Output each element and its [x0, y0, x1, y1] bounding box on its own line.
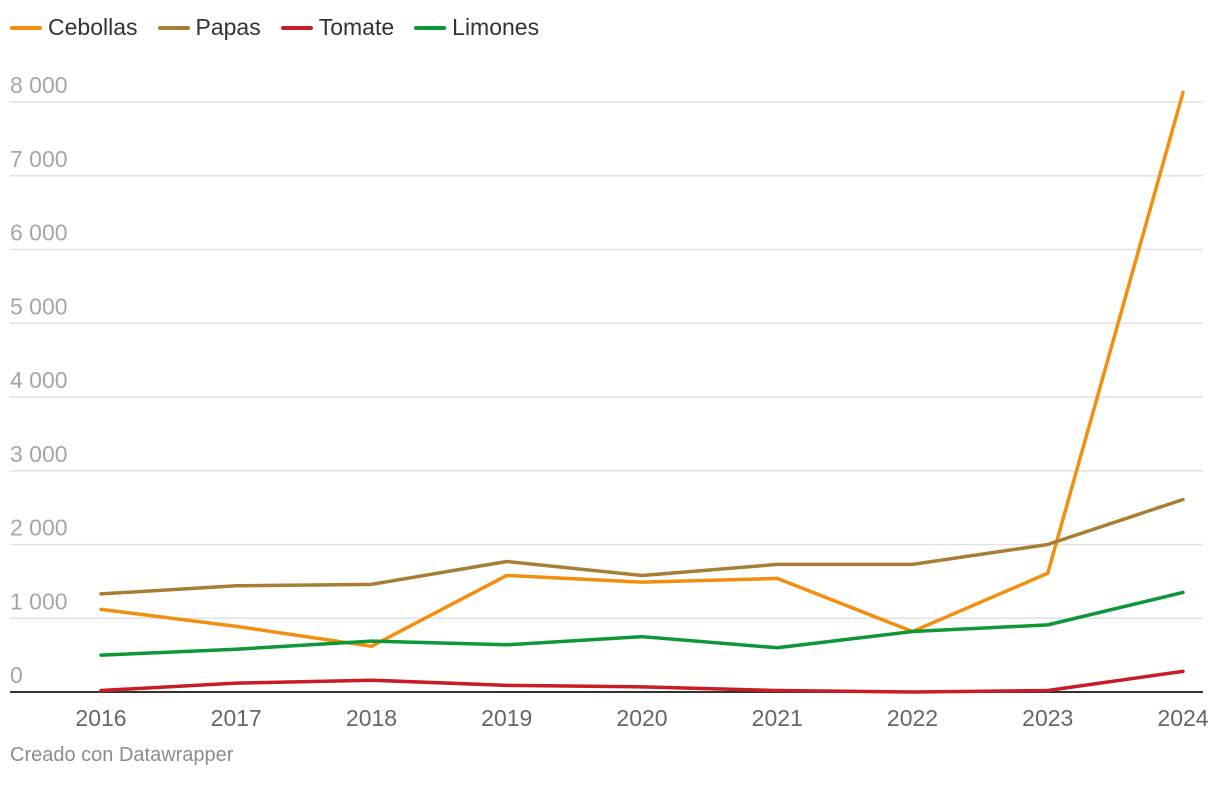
x-tick-label: 2023: [1022, 705, 1073, 731]
series-line-papas: [99, 497, 1185, 596]
legend-swatch: [10, 25, 42, 30]
legend-label: Cebollas: [48, 14, 138, 40]
legend-item-limones: Limones: [414, 14, 539, 41]
y-tick-label: 4 000: [10, 367, 68, 393]
legend-item-tomate: Tomate: [280, 14, 395, 41]
chart-legend: Cebollas Papas Tomate Limones: [10, 14, 539, 41]
y-tick-label: 7 000: [10, 146, 68, 172]
series-line-cebollas: [99, 90, 1185, 649]
y-tick-label: 3 000: [10, 441, 68, 467]
legend-swatch: [157, 25, 190, 30]
x-tick-label: 2017: [211, 705, 262, 731]
y-tick-label: 8 000: [10, 72, 68, 98]
legend-label: Papas: [195, 14, 261, 40]
y-tick-label: 1 000: [10, 588, 68, 614]
x-tick-label: 2024: [1157, 705, 1208, 731]
legend-swatch: [280, 25, 313, 30]
legend-item-cebollas: Cebollas: [10, 14, 138, 41]
x-tick-label: 2016: [75, 705, 126, 731]
y-tick-label: 0: [10, 662, 23, 688]
y-tick-label: 5 000: [10, 293, 68, 319]
legend-label: Tomate: [318, 14, 395, 40]
x-tick-label: 2021: [752, 705, 803, 731]
legend-label: Limones: [452, 14, 540, 40]
y-tick-label: 6 000: [10, 220, 68, 246]
line-chart: 0 1 000 2 000 3 000 4 000 5 000 6 000 7 000 8 00…: [10, 72, 1209, 731]
legend-swatch: [414, 25, 447, 30]
credit-text: Creado con Datawrapper: [10, 744, 234, 766]
x-tick-label: 2019: [481, 705, 532, 731]
legend-item-papas: Papas: [157, 14, 261, 41]
x-tick-label: 2018: [346, 705, 397, 731]
series-line-limones: [99, 590, 1185, 657]
x-tick-label: 2020: [616, 705, 667, 731]
x-tick-label: 2022: [887, 705, 938, 731]
y-tick-label: 2 000: [10, 515, 68, 541]
series-line-tomate: [99, 669, 1185, 694]
